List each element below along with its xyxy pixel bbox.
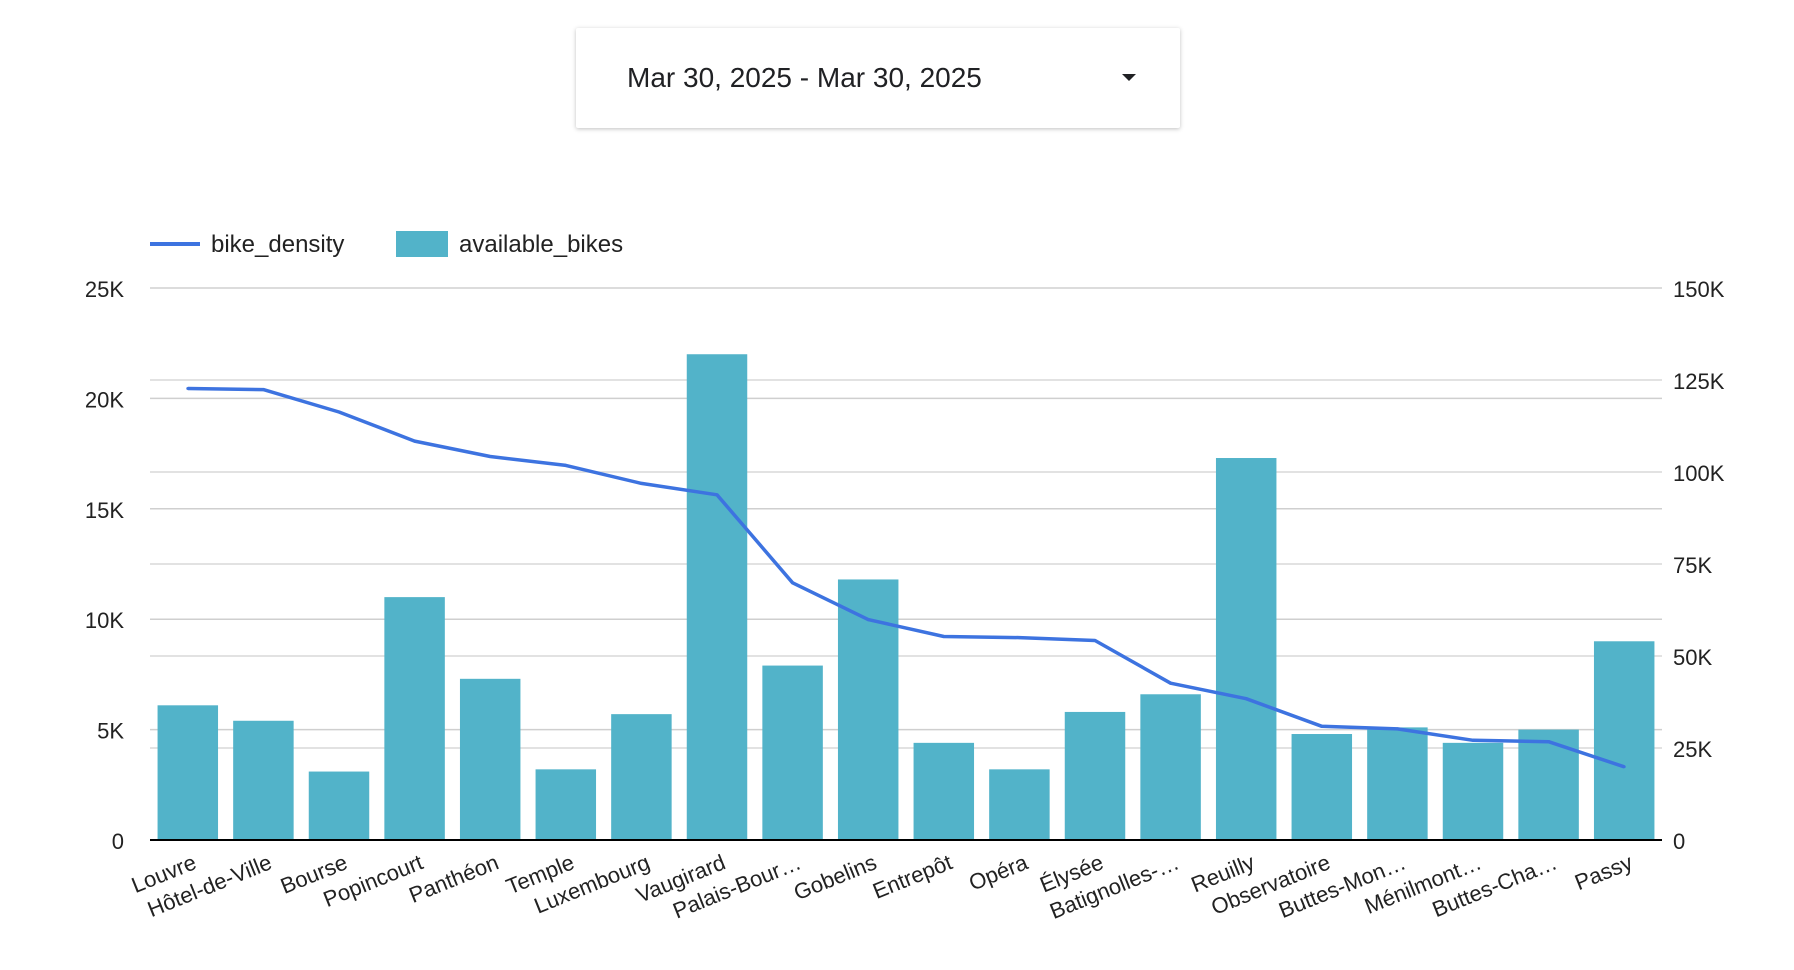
line-point [1622,765,1626,769]
line-point [1093,639,1097,643]
gridlines [150,287,1662,749]
line-point [261,388,265,392]
bar [535,769,597,840]
caret-down-icon[interactable] [1122,74,1136,81]
line-point [866,618,870,622]
line-point [1017,636,1021,640]
bar [1367,727,1428,840]
line-point [1471,738,1475,742]
date-range-label: Mar 30, 2025 - Mar 30, 2025 [627,62,982,93]
y-left-tick-label: 15K [85,498,124,523]
line-point [942,634,946,638]
y-right-tick-label: 150K [1673,277,1725,302]
y-left-tick-label: 0 [112,829,124,854]
line-point [639,481,643,485]
y-left-tick-label: 20K [85,387,124,412]
bar [762,665,823,840]
bar [611,714,672,840]
bar [1140,694,1201,840]
line-point [1169,681,1173,685]
bar [686,354,748,840]
bar [1593,641,1655,840]
x-tick-label: Opéra [965,849,1032,895]
bar [1291,734,1353,840]
x-tick-label: Passy [1571,849,1636,895]
y-left-tick-label: 5K [97,719,124,744]
legend-label: available_bikes [459,231,623,258]
bar [1518,729,1579,840]
bar [233,720,294,840]
legend-label: bike_density [211,231,344,258]
y-left-tick-label: 10K [85,608,124,633]
bike-density-line [187,386,1625,769]
bar [989,769,1050,840]
y-right-tick-label: 25K [1673,737,1712,762]
y-right-tick-label: 100K [1673,461,1725,486]
line-point [715,493,719,497]
bar [384,597,445,840]
bars [157,354,1655,840]
legend: bike_density available_bikes [150,231,623,258]
y-right-tick-label: 0 [1673,829,1685,854]
line-point [1395,727,1399,731]
x-tick-label: Gobelins [790,849,880,905]
y-left-tick-label: 25K [85,277,124,302]
bar [1442,742,1504,840]
line-series [186,386,1626,769]
line-point [488,455,492,459]
bar [913,742,975,840]
line-point [1320,724,1324,728]
bar [1215,458,1277,840]
line-point [413,439,417,443]
line-point [791,581,795,585]
y-right-tick-label: 75K [1673,553,1712,578]
y-right-tick-label: 125K [1673,369,1725,394]
line-point [1244,697,1248,701]
y-right-tick-label: 50K [1673,645,1712,670]
date-range-picker[interactable]: Mar 30, 2025 - Mar 30, 2025 [576,28,1180,128]
bar [308,771,370,840]
bar [157,705,219,840]
line-point [564,463,568,467]
bar [459,678,521,840]
line-point [186,386,190,390]
legend-swatch-bar [396,231,448,257]
line-point [337,410,341,414]
line-point [1547,740,1551,744]
bar [1064,711,1126,840]
x-tick-label: Entrepôt [869,849,955,903]
